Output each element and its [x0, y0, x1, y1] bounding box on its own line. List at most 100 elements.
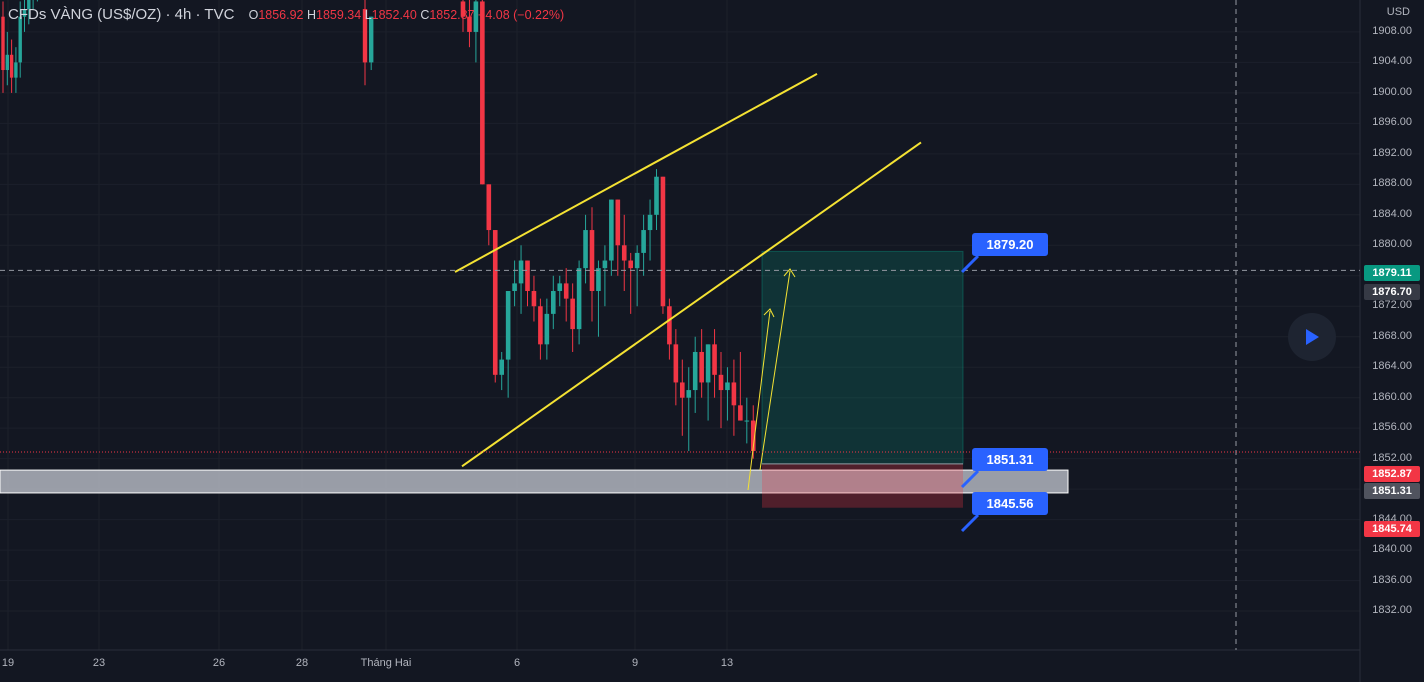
price-tick-label: 1884.00	[1372, 207, 1412, 220]
stop-callout[interactable]: 1845.56	[972, 492, 1048, 515]
candle-body	[480, 1, 485, 185]
candle-body	[589, 230, 595, 292]
candle-body	[609, 199, 614, 261]
candle-body	[738, 405, 743, 421]
stop-callout-pointer	[960, 513, 980, 533]
scroll-to-realtime-button[interactable]	[1288, 313, 1336, 361]
candle-body	[641, 230, 646, 253]
price-tick-label: 1900.00	[1372, 85, 1412, 98]
candle-body	[596, 268, 601, 292]
candle-body	[705, 344, 711, 383]
projection-arrowhead-2	[783, 268, 796, 278]
time-tick-label: Tháng Hai	[360, 657, 412, 669]
stop-price-tag: 1845.74	[1364, 521, 1420, 537]
channel-upper-line	[454, 72, 818, 273]
low-key: L	[364, 8, 372, 22]
projection-arrowhead-1	[763, 308, 775, 318]
candle-body	[467, 16, 472, 32]
channel-lower-line	[461, 141, 922, 468]
price-tick-label: 1836.00	[1372, 573, 1412, 586]
target-callout[interactable]: 1879.20	[972, 233, 1048, 256]
high-key: H	[307, 8, 317, 22]
candle-body	[647, 214, 653, 231]
candle-body	[744, 420, 750, 422]
candle-body	[621, 245, 627, 261]
candle-body	[576, 268, 582, 330]
candle-body	[692, 351, 698, 391]
price-tick-label: 1872.00	[1372, 299, 1412, 312]
time-tick-label: 28	[295, 657, 309, 669]
candle-body	[5, 54, 9, 71]
price-tick-label: 1904.00	[1372, 55, 1412, 68]
target-callout-pointer	[960, 254, 980, 274]
candle-body	[660, 176, 666, 307]
candle-body	[473, 1, 479, 32]
candle-body	[667, 306, 672, 345]
candle-body	[615, 199, 621, 246]
candle-body	[505, 291, 511, 360]
last-price-tag: 1852.87	[1364, 466, 1420, 482]
candle-body	[1, 16, 5, 71]
price-tick-label: 1868.00	[1372, 329, 1412, 342]
price-tick-label: 1880.00	[1372, 238, 1412, 251]
candle-body	[518, 260, 524, 284]
candle-body	[563, 283, 569, 299]
candle-body	[628, 260, 633, 269]
price-tick-label: 1860.00	[1372, 390, 1412, 403]
candle-body	[525, 260, 530, 292]
time-tick-label: 6	[513, 657, 521, 669]
time-tick-label: 26	[212, 657, 226, 669]
candle-body	[531, 291, 537, 307]
profit-zone	[761, 250, 964, 465]
candle-body	[22, 9, 27, 17]
candle-body	[731, 382, 737, 406]
candle-body	[686, 390, 692, 398]
time-tick-label: 13	[720, 657, 734, 669]
symbol-header: CFDs VÀNG (US$/OZ) · 4h · TVC O1856.92 H…	[8, 6, 564, 23]
time-tick-label: 9	[631, 657, 639, 669]
close-value: 1852.87	[429, 8, 475, 22]
candle-body	[583, 230, 588, 269]
time-tick-label: 23	[92, 657, 106, 669]
open-key: O	[248, 8, 259, 22]
play-icon	[1306, 329, 1319, 345]
candle-body	[27, 0, 31, 10]
support-zone	[0, 469, 1069, 494]
close-key: C	[420, 8, 430, 22]
candle-body	[544, 313, 550, 345]
price-tick-label: 1852.00	[1372, 451, 1412, 464]
loss-zone	[762, 463, 963, 508]
price-tick-label: 1896.00	[1372, 116, 1412, 129]
candle-body	[725, 382, 730, 391]
tp-price-tag: 1879.11	[1364, 265, 1420, 281]
candle-body	[680, 382, 685, 398]
candle-body	[699, 351, 704, 383]
currency-label[interactable]: USD	[1386, 6, 1410, 18]
price-tick-label: 1864.00	[1372, 360, 1412, 373]
open-value: 1856.92	[258, 8, 304, 22]
candle-body	[538, 306, 543, 345]
price-tick-label: 1892.00	[1372, 146, 1412, 159]
candle-body	[673, 344, 679, 383]
price-tick-label: 1888.00	[1372, 177, 1412, 190]
low-value: 1852.40	[371, 8, 417, 22]
candle-body	[634, 252, 640, 269]
candle-body	[512, 283, 517, 292]
candle-body	[492, 230, 498, 375]
candle-body	[9, 54, 14, 78]
price-tick-label: 1908.00	[1372, 24, 1412, 37]
symbol-title[interactable]: CFDs VÀNG (US$/OZ) · 4h · TVC	[8, 6, 235, 23]
candle-body	[14, 62, 18, 78]
candle-body	[460, 1, 466, 17]
candle-body	[654, 176, 659, 215]
candle-body	[18, 16, 22, 63]
ohlc-readout: O1856.92 H1859.34 L1852.40 C1852.87 −4.0…	[249, 8, 565, 22]
projection-arrow-2	[759, 270, 791, 471]
candle-body	[557, 283, 563, 292]
entry-callout[interactable]: 1851.31	[972, 448, 1048, 471]
entry-price-tag: 1851.31	[1364, 483, 1420, 499]
candle-body	[750, 420, 756, 452]
candle-body	[602, 260, 608, 269]
candle-body	[362, 9, 368, 63]
